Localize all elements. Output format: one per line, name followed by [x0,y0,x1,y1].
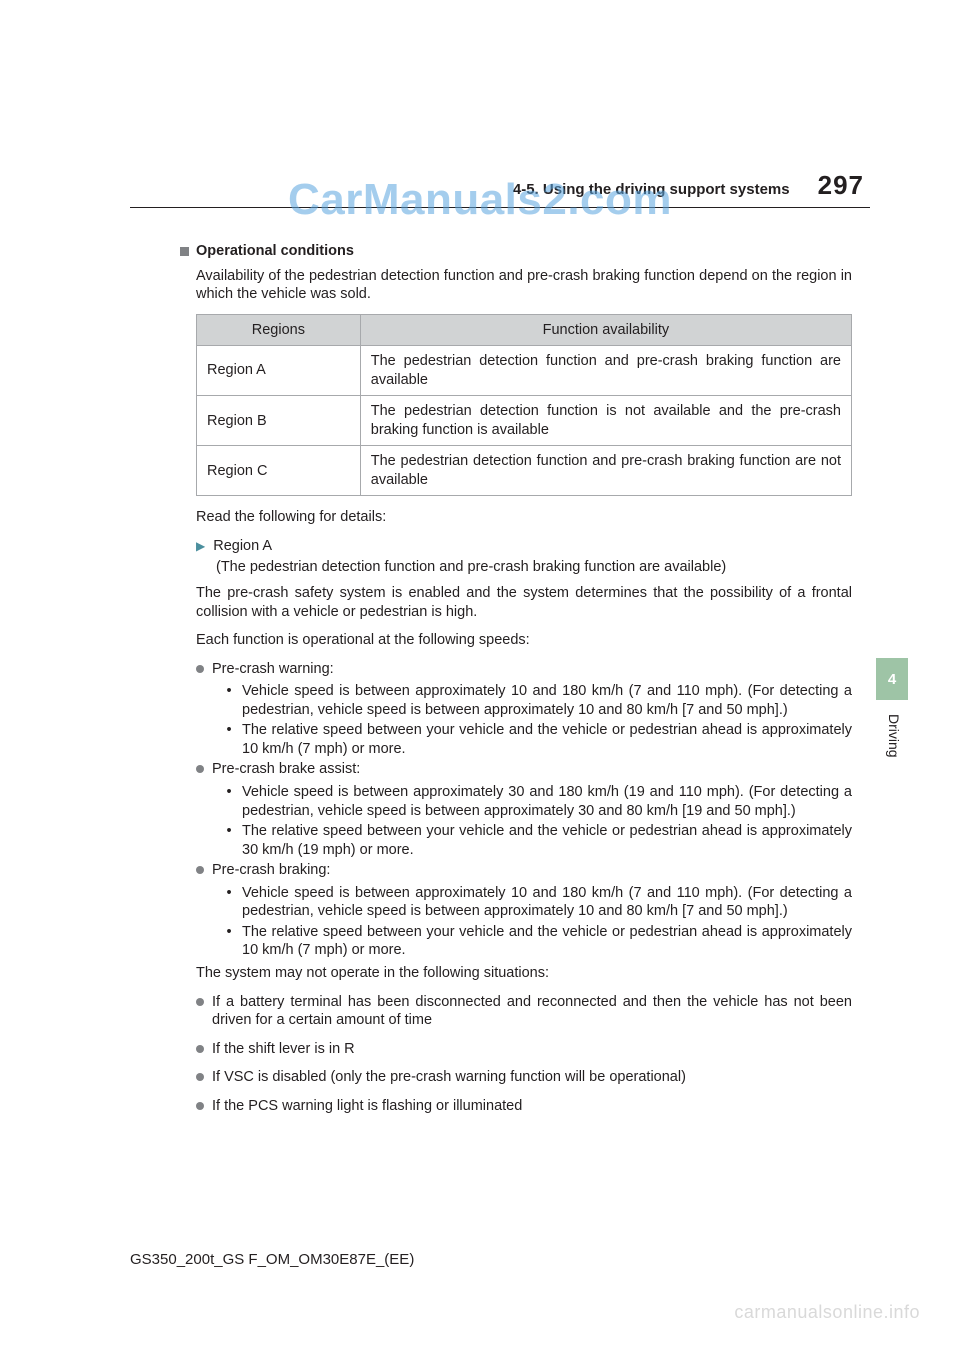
heading-text: Operational conditions [196,242,354,261]
dot-icon: • [224,923,234,960]
func-item: Pre-crash brake assist: [196,760,852,779]
func-bullet-text: The relative speed between your vehicle … [242,822,852,859]
dot-icon: • [224,682,234,719]
triangle-icon: ▶ [196,537,205,556]
each-function-line: Each function is operational at the foll… [196,631,852,650]
intro-paragraph: Availability of the pedestrian detection… [196,267,852,304]
situation-item: If VSC is disabled (only the pre-crash w… [196,1068,852,1087]
func-bullet-text: The relative speed between your vehicle … [242,923,852,960]
precrash-intro: The pre-crash safety system is enabled a… [196,584,852,621]
func-bullet: • The relative speed between your vehicl… [224,923,852,960]
table-row: Region C The pedestrian detection functi… [197,446,852,496]
circle-bullet-icon [196,998,204,1006]
dot-icon: • [224,884,234,921]
cell-region: Region C [197,446,361,496]
table-header-function: Function availability [360,314,851,346]
func-bullet-text: Vehicle speed is between approximately 1… [242,884,852,921]
cell-function: The pedestrian detection function is not… [360,396,851,446]
cell-region: Region B [197,396,361,446]
circle-bullet-icon [196,866,204,874]
func-bullet: • The relative speed between your vehicl… [224,822,852,859]
func-bullet-text: The relative speed between your vehicle … [242,721,852,758]
func-title: Pre-crash brake assist: [212,760,852,779]
table-row: Region A The pedestrian detection functi… [197,346,852,396]
situation-text: If the PCS warning light is flashing or … [212,1097,852,1116]
dot-icon: • [224,783,234,820]
circle-bullet-icon [196,765,204,773]
chapter-label: Driving [886,714,902,758]
circle-bullet-icon [196,665,204,673]
func-bullet-text: Vehicle speed is between approximately 3… [242,783,852,820]
page-number: 297 [818,170,864,201]
situation-item: If the PCS warning light is flashing or … [196,1097,852,1116]
func-title: Pre-crash braking: [212,861,852,880]
content: Operational conditions Availability of t… [130,242,870,1115]
header-row: 4-5. Using the driving support systems 2… [130,170,870,201]
func-item: Pre-crash braking: [196,861,852,880]
dot-icon: • [224,822,234,859]
chapter-tab: 4 [876,658,908,700]
region-a-label: Region A [213,537,852,556]
dot-icon: • [224,721,234,758]
circle-bullet-icon [196,1102,204,1110]
region-a-sub: (The pedestrian detection function and p… [216,558,852,577]
func-item: Pre-crash warning: [196,660,852,679]
circle-bullet-icon [196,1073,204,1081]
header-rule [130,207,870,208]
watermark-bottom: carmanualsonline.info [734,1302,920,1323]
situation-text: If VSC is disabled (only the pre-crash w… [212,1068,852,1087]
func-bullet-text: Vehicle speed is between approximately 1… [242,682,852,719]
cell-function: The pedestrian detection function and pr… [360,346,851,396]
region-table: Regions Function availability Region A T… [196,314,852,497]
footer-code: GS350_200t_GS F_OM_OM30E87E_(EE) [130,1251,414,1268]
heading-operational-conditions: Operational conditions [180,242,852,261]
cell-function: The pedestrian detection function and pr… [360,446,851,496]
situation-item: If a battery terminal has been disconnec… [196,993,852,1030]
func-bullet: • The relative speed between your vehicl… [224,721,852,758]
cell-region: Region A [197,346,361,396]
chapter-number: 4 [888,671,896,688]
section-title: 4-5. Using the driving support systems [513,181,790,198]
may-not-operate-line: The system may not operate in the follow… [196,964,852,983]
page: CarManuals2.com 4-5. Using the driving s… [0,0,960,1358]
func-bullet: • Vehicle speed is between approximately… [224,783,852,820]
situation-text: If a battery terminal has been disconnec… [212,993,852,1030]
situation-item: If the shift lever is in R [196,1040,852,1059]
situation-text: If the shift lever is in R [212,1040,852,1059]
circle-bullet-icon [196,1045,204,1053]
func-title: Pre-crash warning: [212,660,852,679]
table-row: Region B The pedestrian detection functi… [197,396,852,446]
func-bullet: • Vehicle speed is between approximately… [224,682,852,719]
read-line: Read the following for details: [196,508,852,527]
func-bullet: • Vehicle speed is between approximately… [224,884,852,921]
table-header-regions: Regions [197,314,361,346]
region-a-item: ▶ Region A [196,537,852,556]
square-bullet-icon [180,247,189,256]
